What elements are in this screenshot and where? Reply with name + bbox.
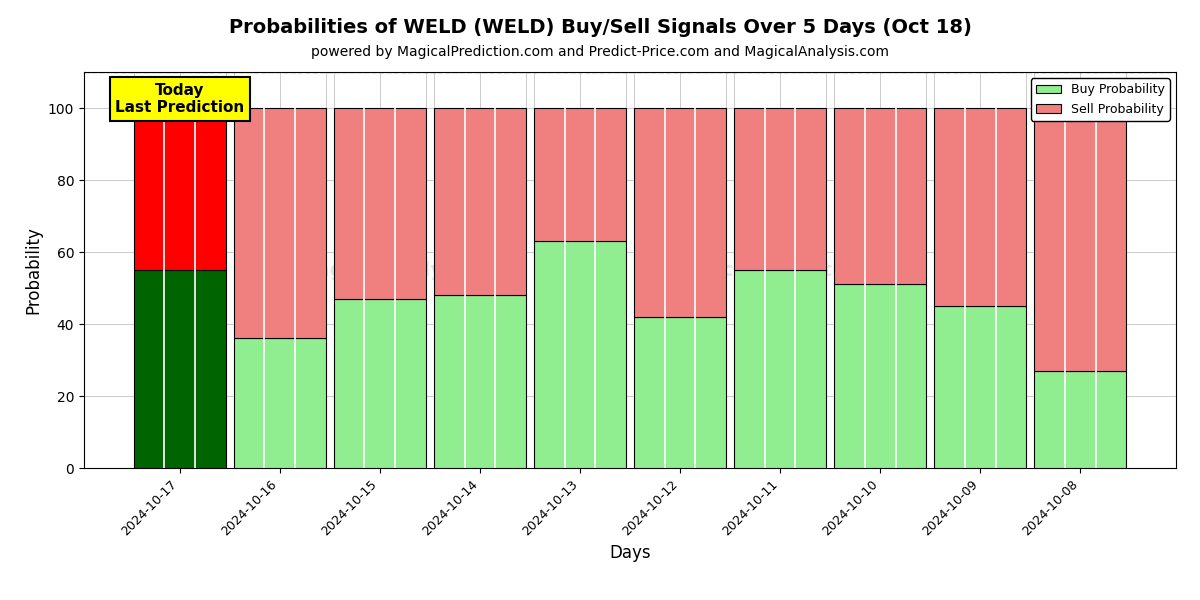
- Bar: [834, 108, 926, 284]
- Bar: [534, 108, 626, 241]
- Text: MagicalAnalysis.com: MagicalAnalysis.com: [298, 260, 526, 280]
- Bar: [234, 108, 325, 338]
- Text: Probabilities of WELD (WELD) Buy/Sell Signals Over 5 Days (Oct 18): Probabilities of WELD (WELD) Buy/Sell Si…: [228, 18, 972, 37]
- Bar: [734, 108, 826, 270]
- Bar: [534, 241, 626, 468]
- Y-axis label: Probability: Probability: [24, 226, 42, 314]
- Text: MagicalPrediction.com: MagicalPrediction.com: [668, 260, 919, 280]
- Bar: [834, 284, 926, 468]
- Bar: [133, 270, 226, 468]
- Bar: [734, 270, 826, 468]
- X-axis label: Days: Days: [610, 544, 650, 562]
- Bar: [634, 317, 726, 468]
- Bar: [334, 108, 426, 299]
- Bar: [434, 108, 526, 295]
- Bar: [334, 299, 426, 468]
- Bar: [133, 108, 226, 270]
- Bar: [935, 306, 1026, 468]
- Legend: Buy Probability, Sell Probability: Buy Probability, Sell Probability: [1031, 78, 1170, 121]
- Text: powered by MagicalPrediction.com and Predict-Price.com and MagicalAnalysis.com: powered by MagicalPrediction.com and Pre…: [311, 45, 889, 59]
- Bar: [434, 295, 526, 468]
- Bar: [1034, 108, 1127, 371]
- Bar: [1034, 371, 1127, 468]
- Bar: [935, 108, 1026, 306]
- Bar: [634, 108, 726, 317]
- Bar: [234, 338, 325, 468]
- Text: Today
Last Prediction: Today Last Prediction: [115, 83, 245, 115]
